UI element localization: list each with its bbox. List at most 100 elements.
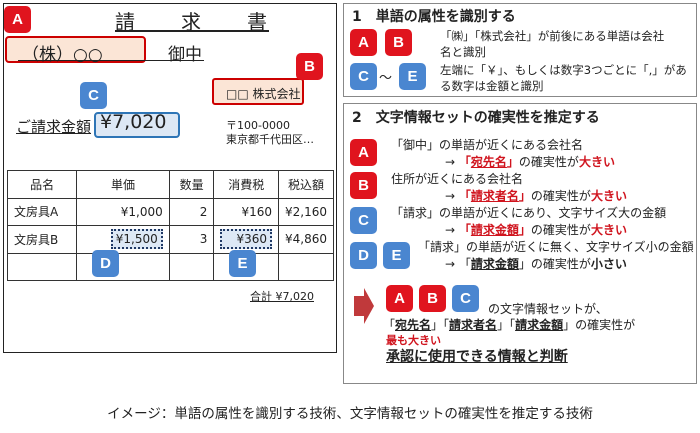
tilde: 〜 <box>379 71 393 86</box>
badge-e: E <box>383 242 410 269</box>
badge-b: B <box>419 285 446 312</box>
badge-e: E <box>399 63 426 90</box>
invoice-title: 請 求 書 <box>115 10 269 34</box>
quote: 」 <box>518 223 531 237</box>
section1-text2: 左端に「￥」、もしくは数字3つごとに「,」があ <box>440 63 687 77</box>
table-row: 文房具A ¥1,000 2 ¥160 ¥2,160 <box>6 197 334 226</box>
emphasis: 小さい <box>590 257 627 271</box>
text: の確実性が <box>530 189 591 203</box>
arrow: → 「 <box>445 257 471 271</box>
emphasis: 大きい <box>590 223 627 237</box>
text: 「 <box>383 318 396 332</box>
header-cell: 税込額 <box>278 170 334 199</box>
badge-d: D <box>350 242 377 269</box>
cell: 文房具B <box>6 225 78 254</box>
cell <box>278 252 334 281</box>
caption: イメージ：単語の属性を識別する技術、文字情報セットの確実性を推定する技術 <box>107 406 593 422</box>
table-header: 品名 単価 数量 消費税 税込額 <box>6 170 334 199</box>
cell: ¥4,860 <box>278 225 334 254</box>
text: の確実性が <box>530 223 591 237</box>
badge-e: E <box>229 250 256 277</box>
cell: ¥160 <box>213 197 279 226</box>
cell: ¥1,000 <box>76 197 170 226</box>
keyword: 請求者名 <box>470 189 519 203</box>
table-row: 文房具B ¥1,500 3 ¥360 ¥4,860 <box>6 225 334 254</box>
keyword: 請求者名 <box>449 318 498 332</box>
text: 」の確実性が <box>563 318 636 332</box>
keyword: 宛先名 <box>470 155 507 169</box>
quote: 「 <box>458 189 471 203</box>
rule-a-line2: → 「宛先名」の確実性が大きい <box>445 153 615 170</box>
amount-value: ¥7,020 <box>100 111 167 133</box>
section1-panel <box>343 3 697 97</box>
quote: 」 <box>518 257 531 271</box>
header-cell: 品名 <box>6 170 78 199</box>
keyword: 宛先名 <box>395 318 432 332</box>
cell: 2 <box>168 197 215 226</box>
header-cell: 数量 <box>168 170 215 199</box>
quote: 「 <box>458 223 471 237</box>
cell: ¥360 <box>213 225 279 254</box>
invoice-table: 品名 単価 数量 消費税 税込額 文房具A ¥1,000 2 ¥160 ¥2,1… <box>6 170 334 281</box>
conclusion-judgement: 承認に使用できる情報と判断 <box>386 349 568 365</box>
text: の確実性が <box>530 257 591 271</box>
addressee-name: （株）○○ <box>22 45 103 65</box>
right-arrow-icon <box>354 288 374 324</box>
conclusion-emphasis: 最も大きい <box>386 334 441 347</box>
table-row <box>6 252 334 281</box>
text: 」「 <box>431 318 450 332</box>
section1-title: 1 単語の属性を識別する <box>352 9 516 25</box>
emphasis: 大きい <box>578 155 615 169</box>
badge-a: A <box>350 29 377 56</box>
text: 」「 <box>497 318 516 332</box>
cell: 3 <box>168 225 215 254</box>
badge-c: C <box>350 63 377 90</box>
badge-c: C <box>80 82 107 109</box>
cell: ¥2,160 <box>278 197 334 226</box>
section1-text1: 「㈱」「株式会社」が前後にある単語は会社 <box>440 29 665 43</box>
arrow: → <box>445 189 459 203</box>
cell <box>6 252 78 281</box>
rule-de-line1: 「請求」の単語が近くに無く、文字サイズ小の金額 <box>418 240 694 254</box>
badge-b: B <box>385 29 412 56</box>
keyword: 請求金額 <box>470 223 519 237</box>
onchu-text: 御中 <box>168 45 202 65</box>
address: 東京都千代田区… <box>226 133 314 146</box>
rule-c-line2: → 「請求金額」の確実性が大きい <box>445 221 627 238</box>
conclusion-line2: 「宛先名」「請求者名」「請求金額」の確実性が <box>383 316 635 333</box>
badge-b: B <box>350 172 377 199</box>
rule-c-line1: 「請求」の単語が近くにあり、文字サイズ大の金額 <box>391 206 667 220</box>
rule-b-line1: 住所が近くにある会社名 <box>391 172 524 186</box>
badge-b: B <box>296 53 323 80</box>
rule-de-line2: → 「請求金額」の確実性が小さい <box>445 255 627 272</box>
section2-panel <box>343 103 697 384</box>
badge-d: D <box>92 250 119 277</box>
rule-a-line1: 「御中」の単語が近くにある会社名 <box>391 138 584 152</box>
badge-a: A <box>4 6 31 33</box>
emphasis: 大きい <box>590 189 627 203</box>
arrow: → <box>445 155 459 169</box>
badge-c: C <box>452 285 479 312</box>
cell: 文房具A <box>6 197 78 226</box>
badge-a: A <box>386 285 413 312</box>
keyword: 請求金額 <box>470 257 519 271</box>
cell <box>76 252 170 281</box>
quote: 」 <box>518 189 531 203</box>
issuer-name: □□ 株式会社 <box>226 87 301 101</box>
section2-title: 2 文字情報セットの確実性を推定する <box>352 110 600 126</box>
arrow: → <box>445 223 459 237</box>
cell: ¥1,500 <box>76 225 170 254</box>
text: の確実性が <box>518 155 579 169</box>
badge-a: A <box>350 139 377 166</box>
header-cell: 消費税 <box>213 170 279 199</box>
quote: 「 <box>458 155 471 169</box>
section1-text2b: る数字は金額と識別 <box>440 79 544 93</box>
header-cell: 単価 <box>76 170 170 199</box>
amount-label: ご請求金額 <box>16 118 92 136</box>
conclusion-line1: の文字情報セットが、 <box>488 302 608 316</box>
amount-highlight <box>94 112 180 138</box>
unit-price-highlight: ¥1,500 <box>110 229 163 250</box>
badge-c: C <box>350 207 377 234</box>
keyword: 請求金額 <box>515 318 564 332</box>
postal-code: 〒100-0000 <box>226 119 290 132</box>
